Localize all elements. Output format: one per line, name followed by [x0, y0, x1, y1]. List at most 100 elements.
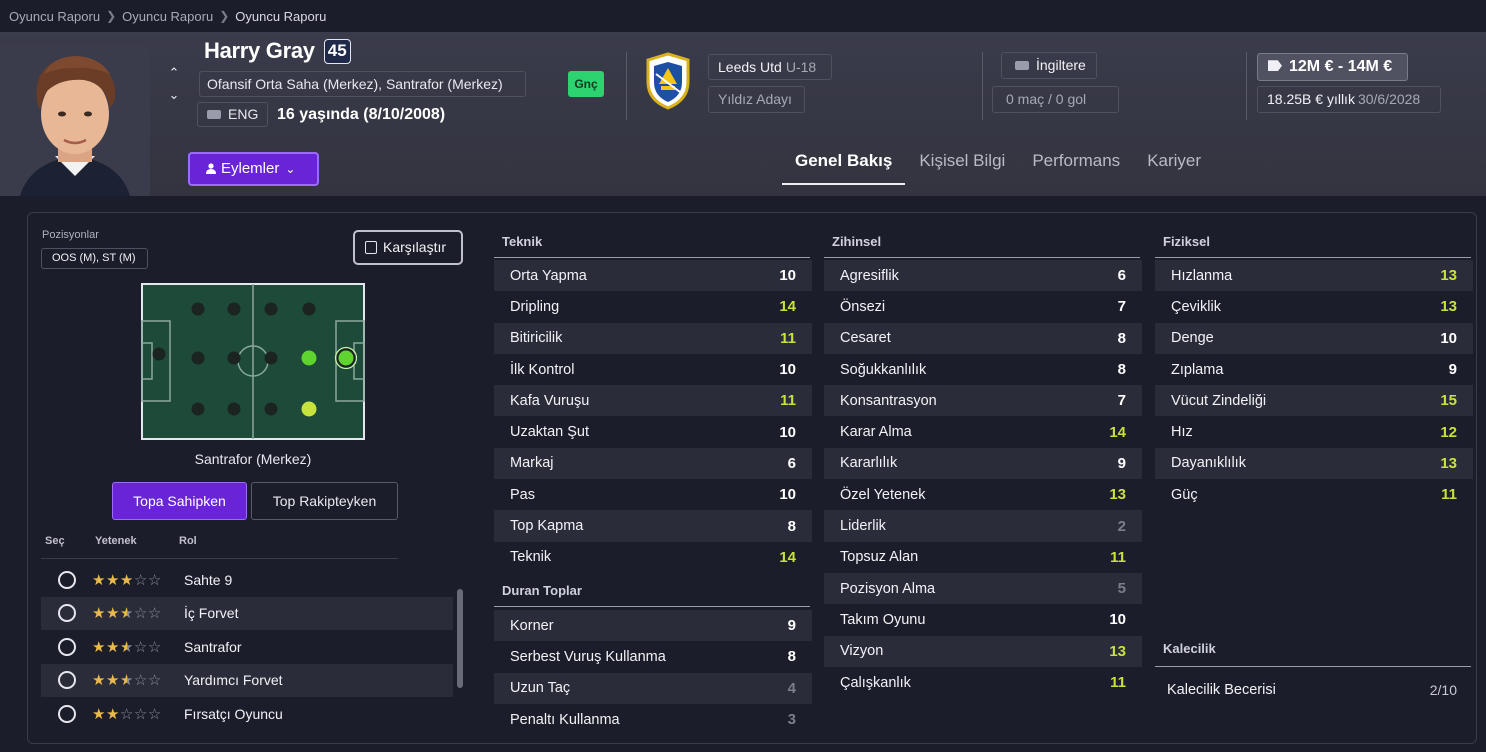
attribute-row[interactable]: Konsantrasyon 7: [824, 385, 1142, 417]
actions-label: Eylemler: [221, 160, 280, 177]
out-of-possession-button[interactable]: Top Rakipteyken: [251, 482, 398, 520]
role-row[interactable]: ★★★☆☆ Santrafor: [41, 630, 453, 664]
attribute-row[interactable]: Güç 11: [1155, 479, 1473, 510]
attribute-row[interactable]: Çeviklik 13: [1155, 291, 1473, 322]
attribute-row[interactable]: Uzun Taç 4: [494, 672, 812, 704]
international-country[interactable]: İngiltere: [1001, 52, 1097, 79]
attribute-row[interactable]: Korner 9: [494, 610, 812, 642]
chevron-up-icon[interactable]: ⌃: [168, 65, 180, 80]
attribute-row[interactable]: Denge 10: [1155, 322, 1473, 354]
attribute-row[interactable]: Dripling 14: [494, 291, 812, 322]
tab-overview[interactable]: Genel Bakış: [782, 142, 906, 185]
attribute-row[interactable]: Hız 12: [1155, 416, 1473, 447]
role-row[interactable]: ★★☆☆☆ Fırsatçı Oyuncu: [41, 697, 453, 731]
attribute-row[interactable]: Agresiflik 6: [824, 260, 1142, 292]
attribute-row[interactable]: Önsezi 7: [824, 291, 1142, 322]
breadcrumb-item[interactable]: Oyuncu Raporu: [9, 8, 101, 24]
attribute-row[interactable]: Serbest Vuruş Kullanma 8: [494, 641, 812, 672]
club-box[interactable]: Leeds Utd U-18: [708, 54, 832, 80]
attribute-name: Pozisyon Alma: [840, 580, 936, 597]
attribute-row[interactable]: Takım Oyunu 10: [824, 604, 1142, 635]
attribute-row[interactable]: Orta Yapma 10: [494, 260, 812, 292]
club-crest-icon[interactable]: [646, 52, 690, 110]
attribute-value: 12: [1440, 423, 1457, 441]
young-tag: Gnç: [568, 71, 604, 97]
attribute-name: Teknik: [510, 549, 552, 566]
attribute-value: 9: [1448, 361, 1457, 379]
attribute-name: Agresiflik: [840, 267, 899, 284]
attribute-row[interactable]: İlk Kontrol 10: [494, 354, 812, 385]
attribute-row[interactable]: Markaj 6: [494, 447, 812, 480]
attribute-row[interactable]: Dayanıklılık 13: [1155, 447, 1473, 480]
attribute-value: 6: [1117, 267, 1126, 285]
attribute-row[interactable]: Topsuz Alan 11: [824, 542, 1142, 573]
player-name: Harry Gray: [204, 38, 315, 63]
attribute-row[interactable]: Top Kapma 8: [494, 510, 812, 542]
role-radio[interactable]: [58, 704, 76, 723]
role-row[interactable]: ★★★☆☆ Yardımcı Forvet: [41, 663, 453, 697]
player-photo: [0, 44, 150, 196]
player-age: 16 yaşında (8/10/2008): [277, 106, 446, 123]
breadcrumb: Oyuncu Raporu ❯ Oyuncu Raporu ❯ Oyuncu R…: [0, 0, 1486, 32]
ability-badge: 45: [323, 38, 351, 64]
role-radio[interactable]: [58, 604, 76, 623]
divider: [494, 257, 810, 258]
role-radio[interactable]: [58, 570, 76, 589]
goalkeeping-title: Kalecilik: [1163, 641, 1216, 656]
attribute-value: 9: [787, 617, 796, 635]
role-name: Sahte 9: [184, 571, 233, 588]
attribute-name: Denge: [1171, 330, 1214, 347]
divider: [626, 52, 627, 120]
attribute-value: 14: [779, 548, 796, 566]
tab-personal[interactable]: Kişisel Bilgi: [919, 151, 1006, 170]
attribute-row[interactable]: Vücut Zindeliği 15: [1155, 385, 1473, 417]
attribute-row[interactable]: Cesaret 8: [824, 322, 1142, 354]
tab-performance[interactable]: Performans: [1032, 151, 1121, 170]
attribute-row[interactable]: Liderlik 2: [824, 510, 1142, 542]
attribute-row[interactable]: Teknik 14: [494, 542, 812, 573]
pitch-caption: Santrafor (Merkez): [194, 451, 312, 467]
breadcrumb-item[interactable]: Oyuncu Raporu: [122, 8, 214, 24]
attribute-name: Soğukkanlılık: [840, 361, 927, 378]
attribute-value: 10: [779, 267, 796, 285]
tab-career[interactable]: Kariyer: [1147, 151, 1202, 170]
attribute-row[interactable]: Uzaktan Şut 10: [494, 416, 812, 447]
attribute-row[interactable]: Zıplama 9: [1155, 354, 1473, 385]
nationality-box[interactable]: ENG: [197, 102, 268, 127]
wage-text: 18.25B € yıllık: [1267, 91, 1355, 107]
in-possession-button[interactable]: Topa Sahipken: [112, 482, 247, 520]
role-row[interactable]: ★★★☆☆ İç Forvet: [41, 596, 453, 630]
chevron-down-icon[interactable]: ⌄: [168, 87, 180, 102]
role-header-ability[interactable]: Yetenek: [95, 535, 137, 547]
attribute-row[interactable]: Hızlanma 13: [1155, 260, 1473, 292]
attribute-row[interactable]: Kafa Vuruşu 11: [494, 385, 812, 417]
attribute-row[interactable]: Pozisyon Alma 5: [824, 572, 1142, 605]
attribute-row[interactable]: Karar Alma 14: [824, 416, 1142, 447]
attribute-row[interactable]: Vizyon 13: [824, 635, 1142, 667]
attribute-value: 14: [1109, 423, 1126, 441]
goalkeeping-value: 2/10: [1429, 682, 1457, 698]
actions-button[interactable]: Eylemler ⌄: [188, 152, 319, 186]
attribute-row[interactable]: Penaltı Kullanma 3: [494, 704, 812, 735]
attribute-row[interactable]: Özel Yetenek 13: [824, 479, 1142, 510]
attribute-row[interactable]: Pas 10: [494, 479, 812, 510]
role-radio[interactable]: [58, 637, 76, 656]
attribute-row[interactable]: Soğukkanlılık 8: [824, 354, 1142, 385]
role-radio[interactable]: [58, 671, 76, 690]
attribute-value: 5: [1117, 580, 1126, 598]
attribute-value: 11: [780, 392, 796, 410]
attribute-value: 4: [787, 679, 796, 697]
role-list-scrollbar[interactable]: [457, 589, 463, 688]
role-header-role[interactable]: Rol: [179, 535, 197, 547]
technical-list: Orta Yapma 10 Dripling 14 Bitiricilik 11 İlk K…: [494, 260, 812, 573]
role-header-select: Seç: [45, 535, 65, 547]
attribute-row[interactable]: Bitiricilik 11: [494, 322, 812, 354]
role-row[interactable]: ★★★☆☆ Sahte 9: [41, 563, 453, 597]
attribute-row[interactable]: Kararlılık 9: [824, 447, 1142, 480]
attribute-name: Kararlılık: [840, 455, 898, 472]
attribute-row[interactable]: Çalışkanlık 11: [824, 667, 1142, 698]
attribute-value: 11: [1110, 674, 1126, 691]
compare-button[interactable]: Karşılaştır: [353, 230, 463, 265]
player-nav: ⌃ ⌄: [165, 62, 183, 106]
attribute-name: Penaltı Kullanma: [510, 711, 620, 728]
